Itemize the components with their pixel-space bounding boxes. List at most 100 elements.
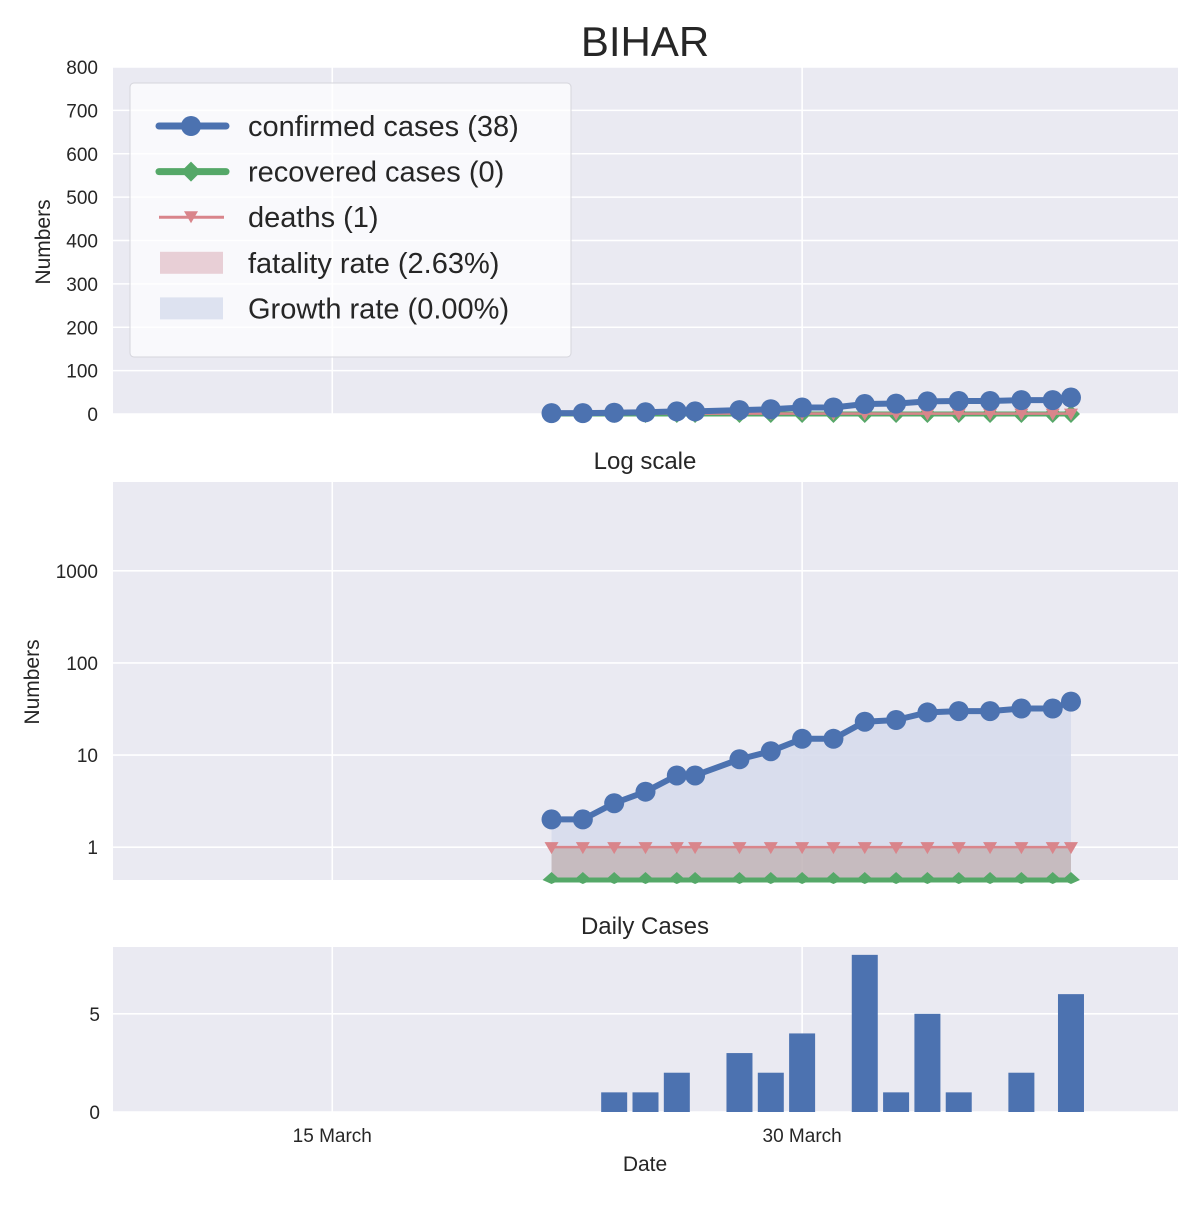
log-recovered-point: [730, 872, 749, 884]
daily-cases-bar: [789, 1033, 816, 1112]
daily-cases-bar: [601, 1092, 628, 1112]
log-deaths-point: [638, 842, 653, 855]
log-recovered-point: [949, 872, 968, 884]
log-panel-y-tick-label: 1000: [56, 562, 98, 583]
log-deaths-point: [732, 842, 747, 855]
top-panel-y-tick-label: 200: [66, 318, 98, 339]
log-confirmed-point: [854, 711, 875, 732]
log-deaths-point: [1014, 842, 1029, 855]
daily-cases-bar: [883, 1092, 910, 1112]
top-panel-y-tick-label: 300: [66, 275, 98, 296]
log-panel-y-axis-label: Numbers: [21, 639, 44, 724]
top-confirmed-point: [948, 390, 969, 411]
log-confirmed-point: [760, 741, 781, 762]
legend-patch-swatch: [160, 297, 223, 320]
log-deaths-point: [920, 842, 935, 855]
log-confirmed-point: [685, 765, 706, 786]
legend-entry-label: deaths (1): [248, 202, 379, 234]
log-deaths-point: [688, 842, 703, 855]
top-panel-y-axis-label: Numbers: [32, 199, 55, 284]
log-deaths-point: [763, 842, 778, 855]
log-deaths-point: [607, 842, 622, 855]
log-confirmed-point: [635, 781, 656, 802]
log-confirmed-point: [980, 701, 1001, 722]
top-deaths-point: [983, 408, 998, 421]
daily-panel-y-tick-label: 0: [89, 1103, 100, 1124]
daily-cases-bar: [632, 1092, 659, 1112]
top-panel-y-tick-label: 0: [87, 405, 98, 426]
top-confirmed-point: [792, 397, 813, 418]
log-panel-y-tick-label: 1: [87, 838, 98, 859]
log-recovered-point: [918, 872, 937, 884]
log-recovered-point: [667, 872, 686, 884]
daily-panel-y-tick-label: 5: [89, 1005, 100, 1026]
top-confirmed-point: [980, 390, 1001, 411]
daily-cases-bar: [757, 1072, 784, 1112]
top-confirmed-point: [541, 403, 562, 424]
log-confirmed-point: [1011, 698, 1032, 719]
daily-cases-bar: [914, 1013, 941, 1112]
top-confirmed-point: [917, 391, 938, 412]
top-deaths-point: [1063, 408, 1078, 421]
top-panel-y-tick-label: 800: [66, 58, 98, 79]
log-recovered-point: [542, 872, 561, 884]
legend-entry-label: confirmed cases (38): [248, 111, 519, 143]
log-recovered-point: [1012, 872, 1031, 884]
log-deaths-point: [889, 842, 904, 855]
log-deaths-point: [857, 842, 872, 855]
log-fatality-area: [551, 847, 1071, 880]
log-recovered-point: [855, 872, 874, 884]
log-recovered-point: [761, 872, 780, 884]
x-axis-label: Date: [623, 1153, 667, 1176]
log-deaths-point: [1045, 842, 1060, 855]
top-deaths-point: [920, 408, 935, 421]
log-recovered-point: [1061, 872, 1080, 884]
log-panel-y-tick-label: 100: [66, 654, 98, 675]
top-confirmed-point: [1060, 387, 1081, 408]
log-deaths-point: [951, 842, 966, 855]
log-confirmed-point: [886, 710, 907, 731]
top-confirmed-point: [1011, 390, 1032, 411]
log-confirmed-point: [792, 728, 813, 749]
legend-entry-label: recovered cases (0): [248, 157, 504, 189]
legend-confirmed-swatch-marker: [181, 116, 201, 136]
top-deaths-point: [1014, 408, 1029, 421]
x-tick-label: 15 March: [293, 1126, 372, 1147]
log-confirmed-point: [1042, 698, 1063, 719]
log-confirmed-point: [823, 728, 844, 749]
log-confirmed-point: [917, 702, 938, 723]
top-deaths-point: [1045, 408, 1060, 421]
daily-cases-bar: [1008, 1072, 1035, 1112]
log-deaths-point: [544, 842, 559, 855]
daily-cases-bar: [1057, 994, 1084, 1112]
top-confirmed-point: [823, 397, 844, 418]
legend-recovered-swatch-marker: [181, 161, 201, 182]
log-recovered-point: [636, 872, 655, 884]
top-confirmed-point: [685, 401, 706, 422]
legend-entry-label: fatality rate (2.63%): [248, 248, 499, 280]
log-recovered-point: [686, 872, 705, 884]
log-recovered-point: [887, 872, 906, 884]
daily-cases-bar: [726, 1053, 753, 1112]
daily-cases-bar: [945, 1092, 972, 1112]
log-confirmed-point: [1060, 691, 1081, 712]
top-confirmed-point: [572, 403, 593, 424]
log-panel-y-tick-label: 10: [77, 746, 98, 767]
log-confirmed-point: [604, 793, 625, 814]
legend-patch-swatch: [160, 251, 223, 274]
top-confirmed-point: [604, 402, 625, 423]
log-growth-area: [551, 701, 1071, 848]
log-recovered-point: [573, 872, 592, 884]
top-confirmed-point: [729, 400, 750, 421]
top-confirmed-point: [635, 402, 656, 423]
x-tick-label: 30 March: [763, 1126, 842, 1147]
top-confirmed-point: [854, 394, 875, 415]
top-confirmed-point: [1042, 390, 1063, 411]
top-confirmed-point: [886, 393, 907, 414]
log-confirmed-point: [948, 701, 969, 722]
log-confirmed-point: [729, 749, 750, 770]
log-deaths-point: [1063, 842, 1078, 855]
chart-title: BIHAR: [581, 18, 709, 65]
